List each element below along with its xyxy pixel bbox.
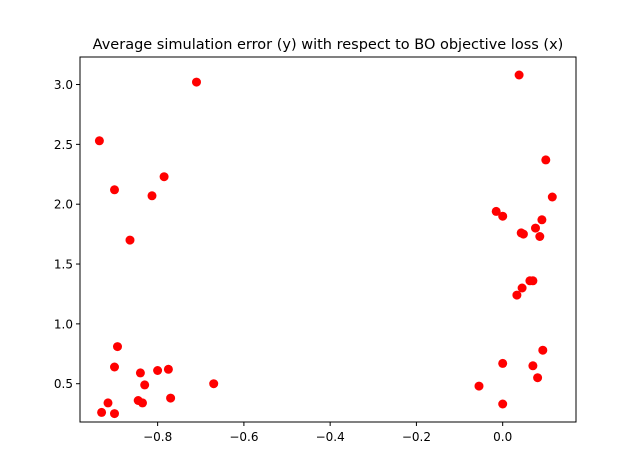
axes-frame xyxy=(79,56,577,423)
data-point-24 xyxy=(512,290,522,300)
x-tick-label-1: −0.6 xyxy=(229,430,258,444)
data-point-35 xyxy=(537,215,547,225)
data-point-21 xyxy=(498,211,508,221)
points-layer xyxy=(94,70,557,419)
chart-title: Average simulation error (y) with respec… xyxy=(93,37,564,53)
y-tick-label-0: 0.5 xyxy=(54,377,73,391)
data-point-38 xyxy=(547,192,557,202)
data-point-11 xyxy=(140,380,150,390)
data-point-10 xyxy=(138,398,147,408)
data-point-20 xyxy=(491,206,501,216)
data-point-22 xyxy=(498,358,508,368)
data-point-25 xyxy=(514,70,524,80)
data-point-36 xyxy=(538,345,548,355)
data-point-7 xyxy=(125,235,135,245)
data-point-0 xyxy=(94,136,104,146)
y-tick-label-3: 2.0 xyxy=(54,198,73,212)
data-point-27 xyxy=(517,283,527,293)
data-point-34 xyxy=(535,232,545,241)
data-point-30 xyxy=(528,276,538,286)
y-tick-label-4: 2.5 xyxy=(54,138,73,152)
y-tick-label-5: 3.0 xyxy=(54,78,73,92)
data-point-3 xyxy=(110,185,119,195)
data-point-4 xyxy=(110,362,119,372)
data-point-33 xyxy=(533,373,543,383)
x-axis-ticks: −0.8 −0.6 −0.4 −0.2 0.0 xyxy=(143,422,512,444)
data-point-31 xyxy=(528,361,538,371)
data-point-13 xyxy=(153,366,163,375)
data-point-28 xyxy=(518,229,528,239)
x-tick-label-0: −0.8 xyxy=(143,430,172,444)
y-tick-label-1: 1.0 xyxy=(54,317,73,331)
x-tick-label-2: −0.4 xyxy=(316,430,345,444)
data-point-32 xyxy=(531,223,540,233)
data-point-18 xyxy=(209,379,219,389)
data-point-37 xyxy=(541,155,551,165)
data-point-17 xyxy=(192,77,201,87)
data-point-16 xyxy=(166,393,176,403)
data-point-14 xyxy=(159,172,169,182)
x-tick-label-3: −0.2 xyxy=(402,430,431,444)
data-point-12 xyxy=(147,191,157,201)
data-point-15 xyxy=(163,364,173,374)
data-point-6 xyxy=(113,342,122,352)
data-point-5 xyxy=(110,409,119,419)
y-axis-ticks: 0.5 1.0 1.5 2.0 2.5 3.0 xyxy=(54,78,80,391)
data-point-19 xyxy=(474,381,484,391)
y-tick-label-2: 1.5 xyxy=(54,258,73,272)
data-point-9 xyxy=(135,368,145,378)
data-point-23 xyxy=(498,399,508,409)
x-tick-label-4: 0.0 xyxy=(493,430,512,444)
data-point-1 xyxy=(97,407,107,417)
data-point-2 xyxy=(103,398,113,408)
